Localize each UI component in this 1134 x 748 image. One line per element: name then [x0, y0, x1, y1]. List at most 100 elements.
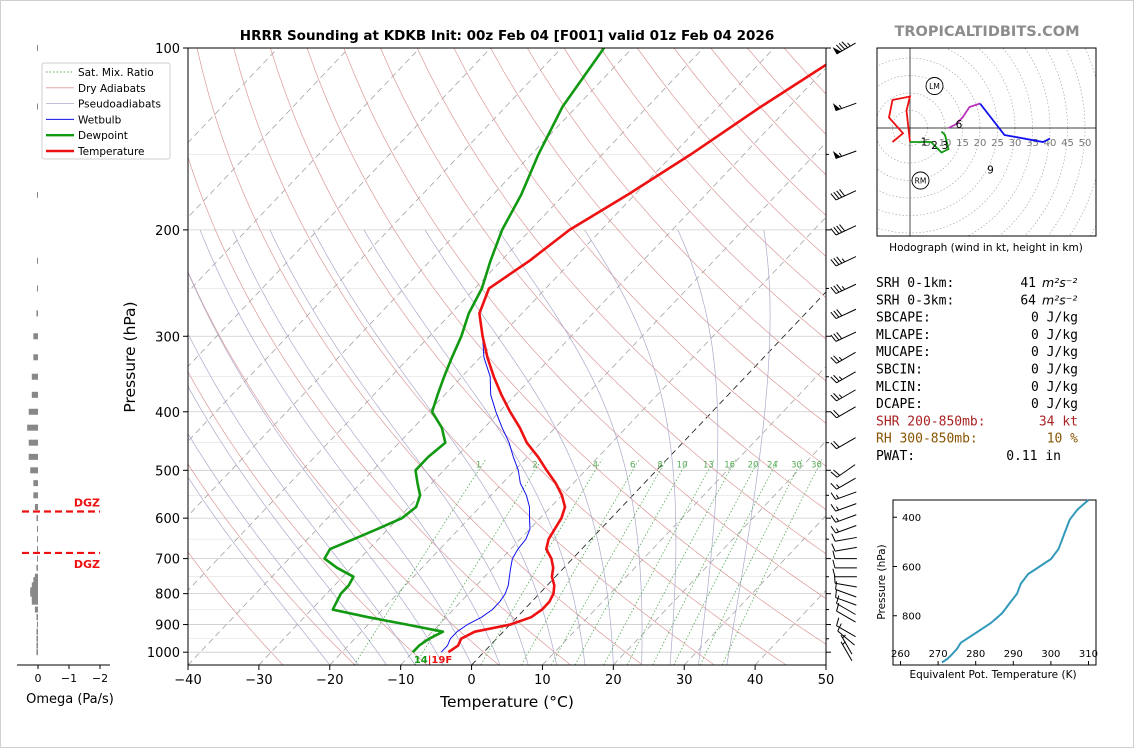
- pseudoadiabat: [269, 229, 529, 665]
- mixing-ratio-line: [353, 459, 486, 665]
- omega-bar: [37, 525, 38, 532]
- index-label: SBCAPE:: [876, 311, 931, 326]
- omega-bar: [37, 555, 38, 562]
- pseudoadiabat: [312, 229, 557, 665]
- wind-barb: [836, 603, 856, 623]
- theta-e-y-tick-label: 800: [902, 612, 921, 623]
- wind-barb: [830, 491, 857, 500]
- barb-staff: [835, 283, 857, 295]
- wind-barb: [832, 559, 857, 569]
- index-value: 0 J/kg: [1031, 397, 1078, 412]
- barb-half: [842, 641, 846, 645]
- dry-adiabat: [188, 271, 500, 665]
- barb-full: [836, 309, 843, 317]
- hodo-ring-label: 10: [939, 138, 952, 149]
- barb-full: [830, 471, 838, 478]
- dry-adiabat: [416, 48, 826, 511]
- barb-full: [830, 286, 837, 294]
- mixing-ratio-line: [673, 459, 779, 665]
- x-axis-label: Temperature (°C): [439, 693, 574, 711]
- skew-t-frame: [187, 47, 827, 666]
- index-unit: m²s⁻²: [1042, 275, 1077, 290]
- omega-bar: [31, 391, 38, 398]
- isotherm-line: [188, 48, 633, 517]
- barb-full: [830, 525, 837, 534]
- dry-adiabat: [343, 48, 826, 600]
- barb-staff: [835, 150, 857, 160]
- hodo-ring-label: 45: [1061, 138, 1074, 149]
- barb-full: [836, 256, 843, 264]
- omega-tick-label: −1: [61, 672, 77, 685]
- omega-bar: [36, 310, 38, 317]
- omega-bar: [30, 467, 38, 474]
- barb-full: [830, 442, 837, 450]
- wind-barb: [830, 308, 857, 320]
- barb-full: [833, 469, 841, 476]
- barb-staff: [840, 634, 853, 655]
- x-tick-label: 50: [818, 673, 835, 688]
- pseudoadiabat: [497, 229, 643, 665]
- barb-staff: [835, 256, 857, 267]
- barb-full: [830, 515, 837, 523]
- index-value: 0.11 in: [1006, 449, 1061, 464]
- wind-barbs: [830, 41, 857, 662]
- x-tick-label: 20: [605, 673, 622, 688]
- theta-e-frame: [892, 499, 1097, 666]
- barb-staff: [835, 597, 857, 606]
- hodo-segment: [979, 102, 1051, 143]
- isotherm-line: [188, 48, 704, 591]
- temperature-line: [447, 63, 826, 654]
- wind-barb: [830, 351, 856, 364]
- barb-full: [835, 589, 837, 598]
- index-value: 34 kt: [1039, 414, 1078, 429]
- index-value: 10 %: [1047, 432, 1078, 447]
- barb-staff: [836, 610, 856, 623]
- legend-entry: Sat. Mix. Ratio: [78, 67, 154, 79]
- omega-bar: [37, 257, 38, 264]
- omega-bar: [37, 546, 38, 553]
- barb-full: [839, 224, 846, 232]
- omega-panel: 0 −1 −2 DGZ DGZ Omega (Pa/s): [17, 45, 114, 707]
- barb-full: [830, 259, 837, 267]
- y-tick-label: 1000: [147, 646, 180, 661]
- barb-staff: [834, 546, 857, 552]
- barb-staff: [835, 225, 857, 236]
- barb-half: [838, 376, 843, 380]
- barb-full: [837, 623, 842, 632]
- y-tick-label: 900: [155, 619, 180, 634]
- hodograph-caption: Hodograph (wind in kt, height in km): [889, 242, 1083, 254]
- barb-staff: [836, 389, 856, 402]
- barb-half: [847, 42, 851, 47]
- wind-barb: [830, 371, 856, 384]
- barb-full: [836, 331, 843, 339]
- omega-bar: [27, 424, 38, 431]
- brand-watermark: TROPICALTIDBITS.COM: [894, 24, 1079, 40]
- dry-adiabat: [526, 48, 826, 382]
- barb-half: [836, 484, 840, 488]
- mixing-ratio-line: [521, 459, 640, 665]
- hodo-height-label: 1: [921, 137, 928, 149]
- legend-entry: Dry Adiabats: [78, 83, 146, 95]
- dry-adiabat: [188, 156, 571, 665]
- dry-adiabat: [380, 48, 826, 555]
- pseudoadiabat: [726, 229, 771, 665]
- omega-bar: [28, 439, 38, 446]
- barb-full: [833, 191, 840, 199]
- surface-temp-label: 14|19F: [414, 655, 452, 666]
- isotherm-line: [471, 291, 826, 665]
- barb-staff: [835, 308, 857, 320]
- theta-e-panel: 260 270 280 290 300 310 400 600 800 Equivalent P…: [876, 499, 1098, 681]
- mixing-ratio-label: 13: [703, 460, 714, 470]
- wind-barb: [830, 437, 856, 450]
- y-tick-label: 600: [155, 512, 180, 527]
- barb-full: [830, 492, 837, 500]
- index-value: 41: [1020, 276, 1036, 291]
- legend-entry: Temperature: [77, 146, 145, 158]
- legend: Sat. Mix. Ratio Dry Adiabats Pseudoadiabat…: [41, 62, 171, 160]
- wind-barb: [832, 550, 857, 560]
- barb-full: [836, 603, 840, 612]
- dry-adiabat: [188, 463, 356, 665]
- barb-full: [832, 550, 836, 559]
- isotherm-line: [188, 48, 562, 442]
- theta-e-y-label: Pressure (hPa): [876, 544, 888, 619]
